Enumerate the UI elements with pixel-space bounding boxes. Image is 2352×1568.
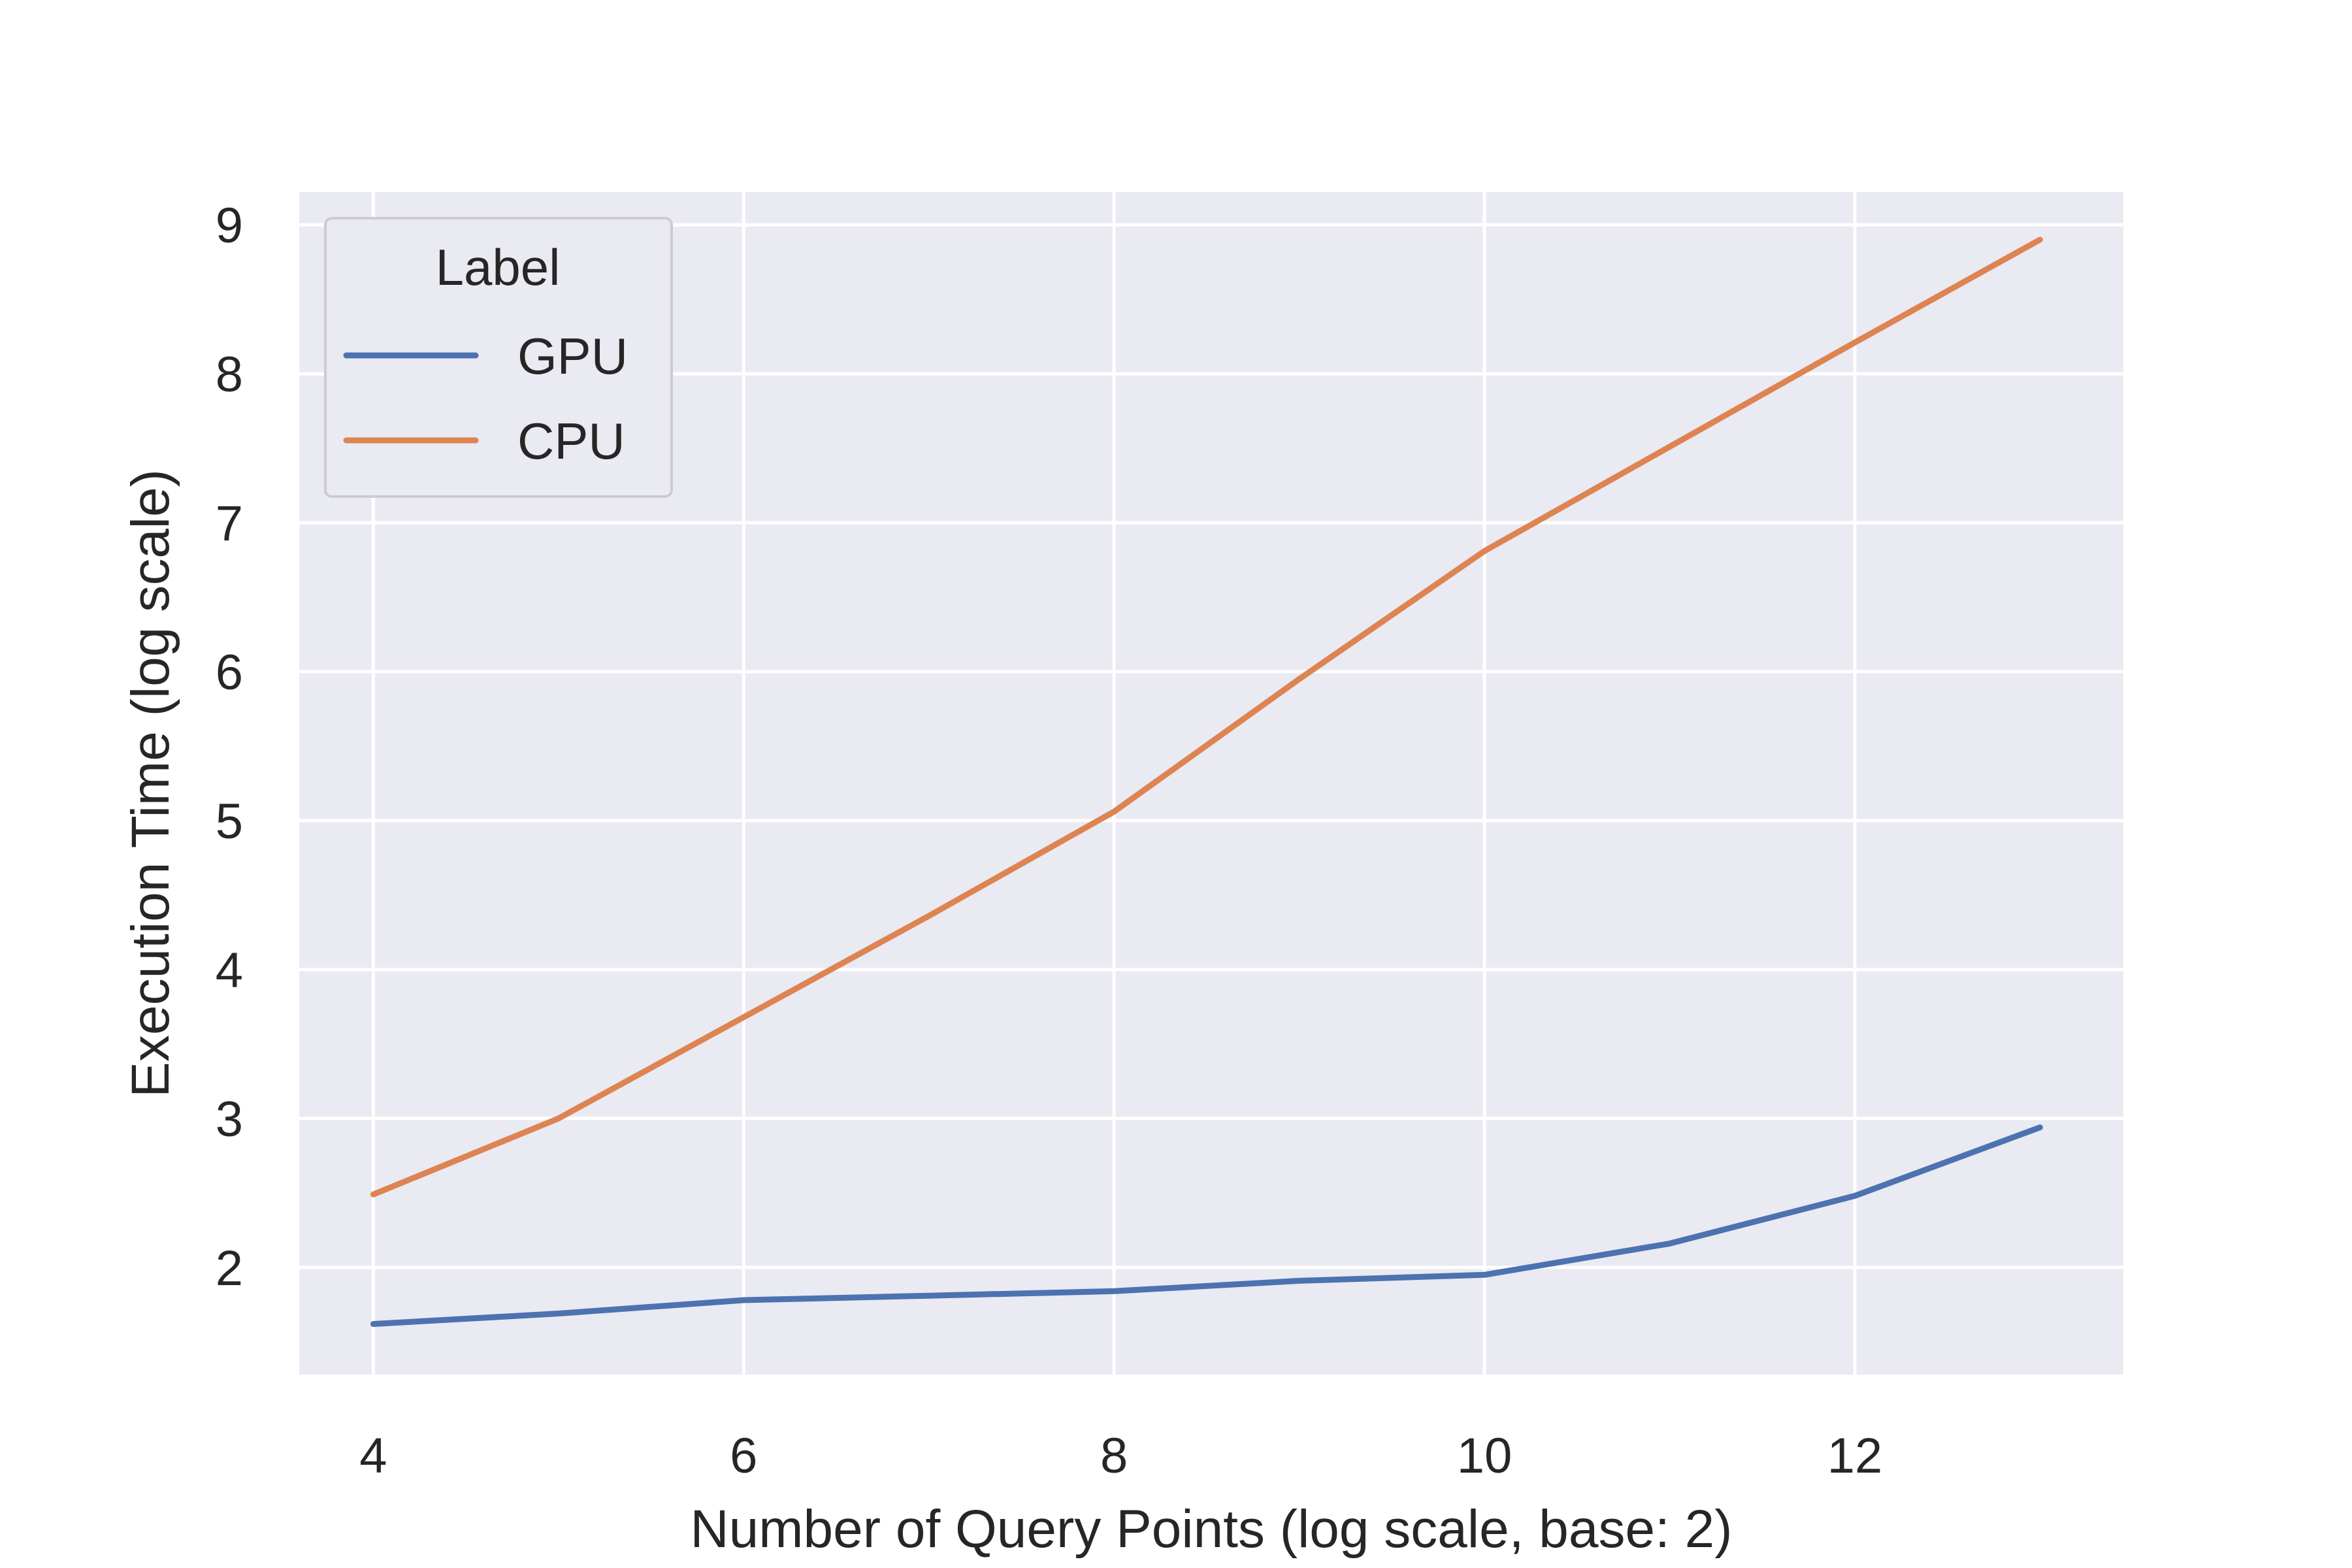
legend: Label GPU CPU bbox=[324, 217, 673, 498]
series-lines bbox=[370, 237, 2043, 1327]
series-line-cpu bbox=[370, 237, 2043, 1198]
tick-labels: 4 6 8 10 12 2 3 4 5 6 7 8 9 bbox=[216, 198, 1883, 1484]
y-axis-label: Execution Time (log scale) bbox=[121, 469, 180, 1098]
x-tick-label: 12 bbox=[1827, 1428, 1883, 1484]
legend-label-cpu: CPU bbox=[517, 412, 625, 470]
x-tick-label: 4 bbox=[359, 1428, 387, 1484]
y-tick-label: 6 bbox=[216, 645, 243, 700]
grid bbox=[299, 192, 2123, 1375]
y-tick-label: 4 bbox=[216, 943, 243, 998]
x-tick-label: 8 bbox=[1100, 1428, 1128, 1484]
y-tick-label: 8 bbox=[216, 347, 243, 402]
y-tick-label: 7 bbox=[216, 496, 243, 551]
series-line-gpu bbox=[370, 1124, 2043, 1327]
y-tick-label: 2 bbox=[216, 1241, 243, 1296]
legend-title: Label bbox=[436, 238, 561, 296]
y-tick-label: 3 bbox=[216, 1092, 243, 1147]
x-axis-label: Number of Query Points (log scale, base:… bbox=[690, 1499, 1732, 1559]
y-tick-label: 9 bbox=[216, 198, 243, 253]
x-tick-label: 6 bbox=[730, 1428, 757, 1484]
legend-box bbox=[324, 217, 673, 498]
legend-label-gpu: GPU bbox=[517, 327, 628, 385]
x-tick-label: 10 bbox=[1457, 1428, 1512, 1484]
y-tick-label: 5 bbox=[216, 794, 243, 849]
